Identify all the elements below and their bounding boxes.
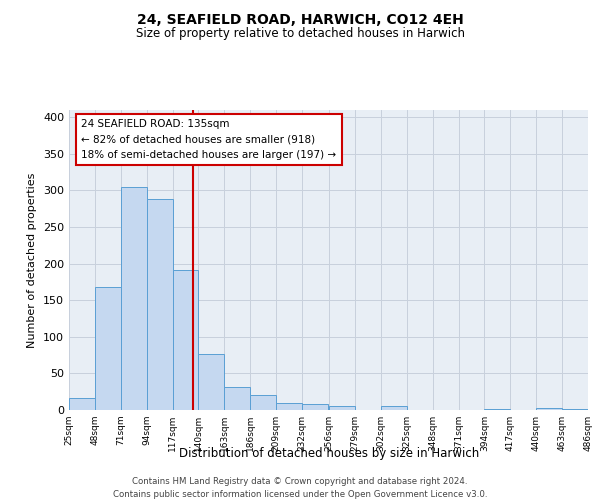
Bar bbox=[562, 408, 588, 410]
Text: 24, SEAFIELD ROAD, HARWICH, CO12 4EH: 24, SEAFIELD ROAD, HARWICH, CO12 4EH bbox=[137, 12, 463, 26]
Text: Contains public sector information licensed under the Open Government Licence v3: Contains public sector information licen… bbox=[113, 490, 487, 499]
Y-axis label: Number of detached properties: Number of detached properties bbox=[28, 172, 37, 348]
Text: Contains HM Land Registry data © Crown copyright and database right 2024.: Contains HM Land Registry data © Crown c… bbox=[132, 478, 468, 486]
Bar bbox=[276, 404, 302, 410]
Bar bbox=[381, 406, 407, 410]
Bar bbox=[484, 408, 511, 410]
Bar bbox=[329, 406, 355, 410]
Bar bbox=[199, 354, 224, 410]
Text: 24 SEAFIELD ROAD: 135sqm
← 82% of detached houses are smaller (918)
18% of semi-: 24 SEAFIELD ROAD: 135sqm ← 82% of detach… bbox=[82, 119, 337, 160]
Bar bbox=[224, 386, 250, 410]
Text: Size of property relative to detached houses in Harwich: Size of property relative to detached ho… bbox=[136, 28, 464, 40]
Bar bbox=[250, 396, 276, 410]
Bar bbox=[146, 200, 173, 410]
Bar bbox=[69, 398, 95, 410]
Bar bbox=[95, 287, 121, 410]
Bar bbox=[536, 408, 562, 410]
Bar bbox=[173, 270, 199, 410]
Bar bbox=[121, 187, 146, 410]
Bar bbox=[302, 404, 328, 410]
Text: Distribution of detached houses by size in Harwich: Distribution of detached houses by size … bbox=[179, 448, 479, 460]
